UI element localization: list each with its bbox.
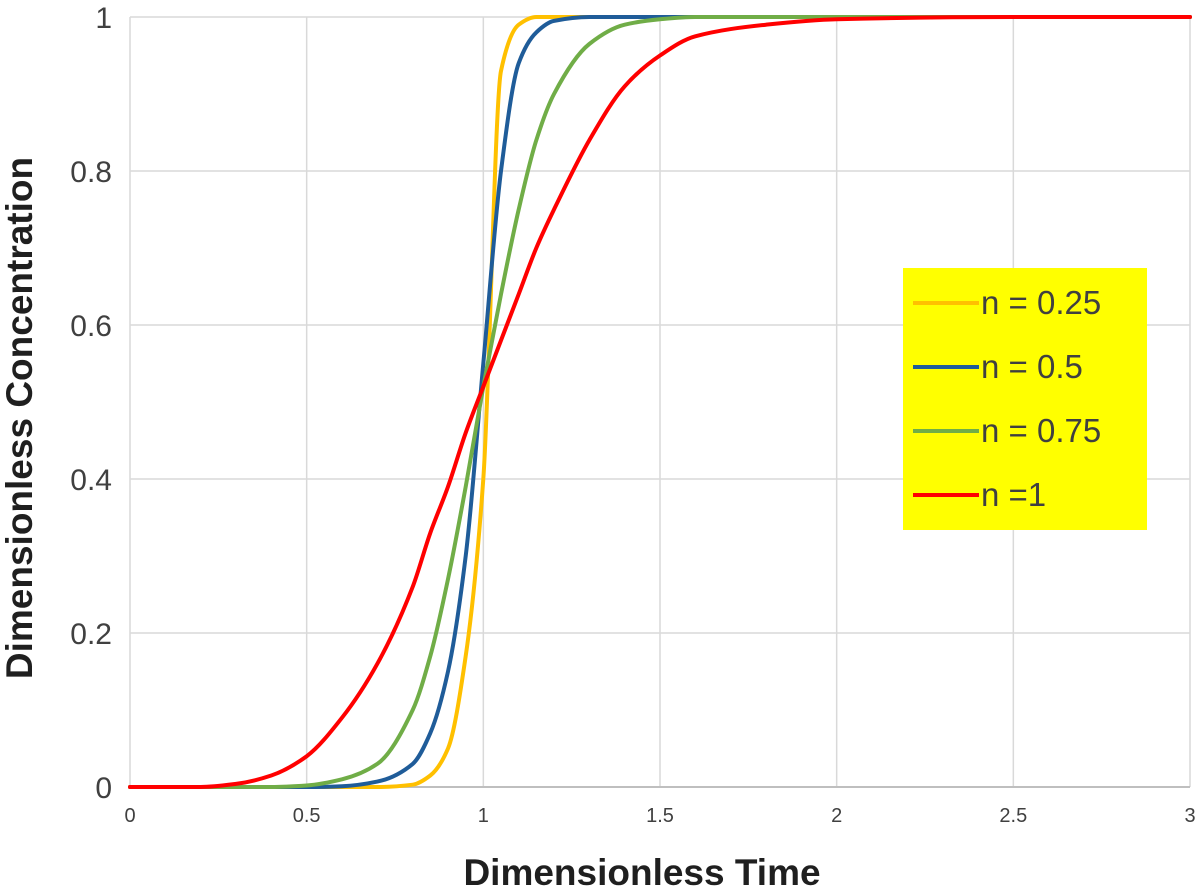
legend-swatch-n-0-75	[913, 429, 979, 433]
x-tick-label: 2.5	[999, 805, 1027, 827]
series-line-2	[128, 14, 1192, 790]
legend-label-n-0-25: n = 0.25	[981, 284, 1102, 321]
series-line-3	[128, 14, 1192, 790]
y-tick-label: 0.2	[70, 618, 112, 651]
y-tick-label: 0.8	[70, 156, 112, 189]
tick-labels: 0 0.5 1 1.5 2 2.5 3 0 0.2 0.4 0.6 0.8 1	[70, 2, 1195, 827]
x-tick-label: 0	[124, 805, 135, 827]
legend-swatch-n-0-25	[913, 301, 979, 305]
x-tick-label: 1	[478, 805, 489, 827]
y-tick-label: 0	[95, 772, 112, 805]
y-tick-label: 0.6	[70, 310, 112, 343]
x-tick-label: 3	[1184, 805, 1195, 827]
legend-item-n-1: n =1	[913, 465, 1046, 525]
legend-item-n-0-75: n = 0.75	[913, 401, 1101, 461]
legend-swatch-n-0-5	[913, 365, 979, 369]
y-tick-label: 0.4	[70, 464, 112, 497]
legend-label-n-0-5: n = 0.5	[981, 348, 1083, 385]
x-tick-label: 2	[831, 805, 842, 827]
legend: n = 0.25 n = 0.5 n = 0.75 n =1	[903, 268, 1147, 530]
y-tick-label: 1	[95, 2, 112, 35]
legend-item-n-0-5: n = 0.5	[913, 337, 1083, 397]
y-axis-title: Dimensionless Concentration	[0, 156, 40, 680]
x-tick-label: 0.5	[293, 805, 321, 827]
y-axis-title-wrap: Dimensionless Concentration	[0, 0, 50, 896]
legend-swatch-n-1	[913, 493, 979, 497]
x-tick-label: 1.5	[646, 805, 674, 827]
legend-label-n-1: n =1	[981, 476, 1047, 513]
x-axis-title: Dimensionless Time	[463, 852, 821, 893]
series-lines	[128, 14, 1192, 790]
legend-label-n-0-75: n = 0.75	[981, 412, 1102, 449]
legend-item-n-0-25: n = 0.25	[913, 273, 1101, 333]
